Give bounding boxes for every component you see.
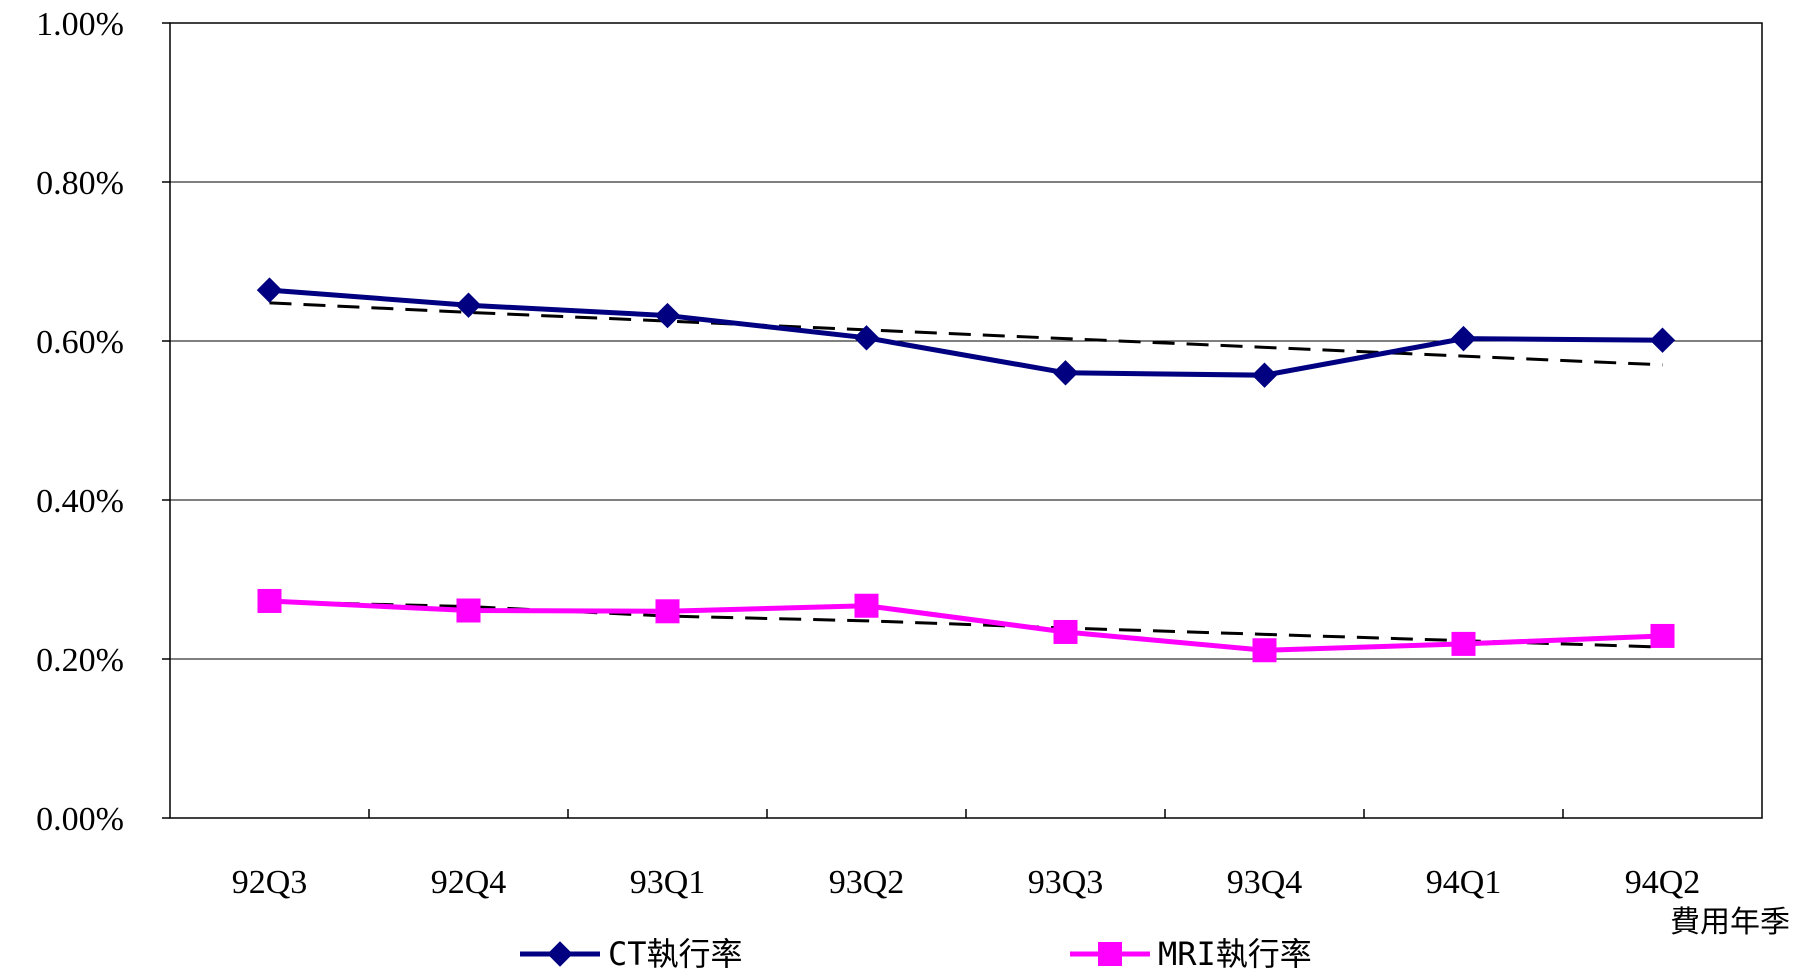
x-axis-title: 費用年季 <box>1670 905 1790 940</box>
data-point <box>655 599 680 624</box>
legend-label: CT執行率 <box>608 935 743 973</box>
series-line <box>269 598 1663 653</box>
data-point <box>1450 325 1477 352</box>
y-tick-label: 0.20% <box>36 642 124 679</box>
trendline-2 <box>269 600 1663 649</box>
data-point <box>1052 360 1079 386</box>
series-2 <box>257 588 1675 663</box>
x-tick-label: 92Q4 <box>431 864 507 901</box>
data-point <box>256 277 283 303</box>
x-tick-label: 93Q1 <box>630 864 706 901</box>
plot-area <box>169 22 1763 819</box>
trendlines <box>269 301 1663 649</box>
legend: CT執行率 MRI執行率 <box>520 935 1312 973</box>
legend-marker <box>1098 942 1122 966</box>
x-tick-label: 94Q2 <box>1625 864 1701 901</box>
x-tick-label: 93Q4 <box>1227 864 1303 901</box>
legend-item-2: MRI執行率 <box>1070 935 1312 973</box>
y-tick-label: 0.00% <box>36 801 124 838</box>
y-tick-label: 0.40% <box>36 483 124 520</box>
y-tick-label: 1.00% <box>36 6 124 43</box>
legend-item-1: CT執行率 <box>520 935 743 973</box>
data-point <box>257 588 282 613</box>
x-tick-label: 93Q3 <box>1028 864 1104 901</box>
legend-label: MRI執行率 <box>1158 935 1312 973</box>
y-tick-label: 0.60% <box>36 324 124 361</box>
data-point <box>1251 362 1278 388</box>
data-point <box>1252 638 1277 663</box>
data-point <box>1650 623 1675 648</box>
data-point <box>853 325 880 351</box>
data-point <box>1053 619 1078 644</box>
data-point <box>455 292 482 318</box>
series-1 <box>256 277 1676 388</box>
series-line <box>269 287 1663 378</box>
data-point <box>1451 631 1476 656</box>
legend-marker <box>547 941 573 967</box>
data-point <box>1649 327 1676 353</box>
x-tick-label: 92Q3 <box>232 864 308 901</box>
x-tick-label: 93Q2 <box>829 864 905 901</box>
y-axis-tick-labels: 0.00% 0.20% 0.40% 0.60% 0.80% 1.00% <box>36 6 124 838</box>
gridlines <box>162 22 1762 819</box>
data-series <box>256 277 1676 663</box>
data-point <box>854 593 879 618</box>
y-tick-label: 0.80% <box>36 165 124 202</box>
trendline-1 <box>269 301 1663 367</box>
data-point <box>654 302 681 329</box>
data-point <box>456 598 481 623</box>
x-axis-tick-labels: 92Q3 92Q4 93Q1 93Q2 93Q3 93Q4 94Q1 94Q2 <box>232 864 1701 901</box>
x-tick-label: 94Q1 <box>1426 864 1502 901</box>
